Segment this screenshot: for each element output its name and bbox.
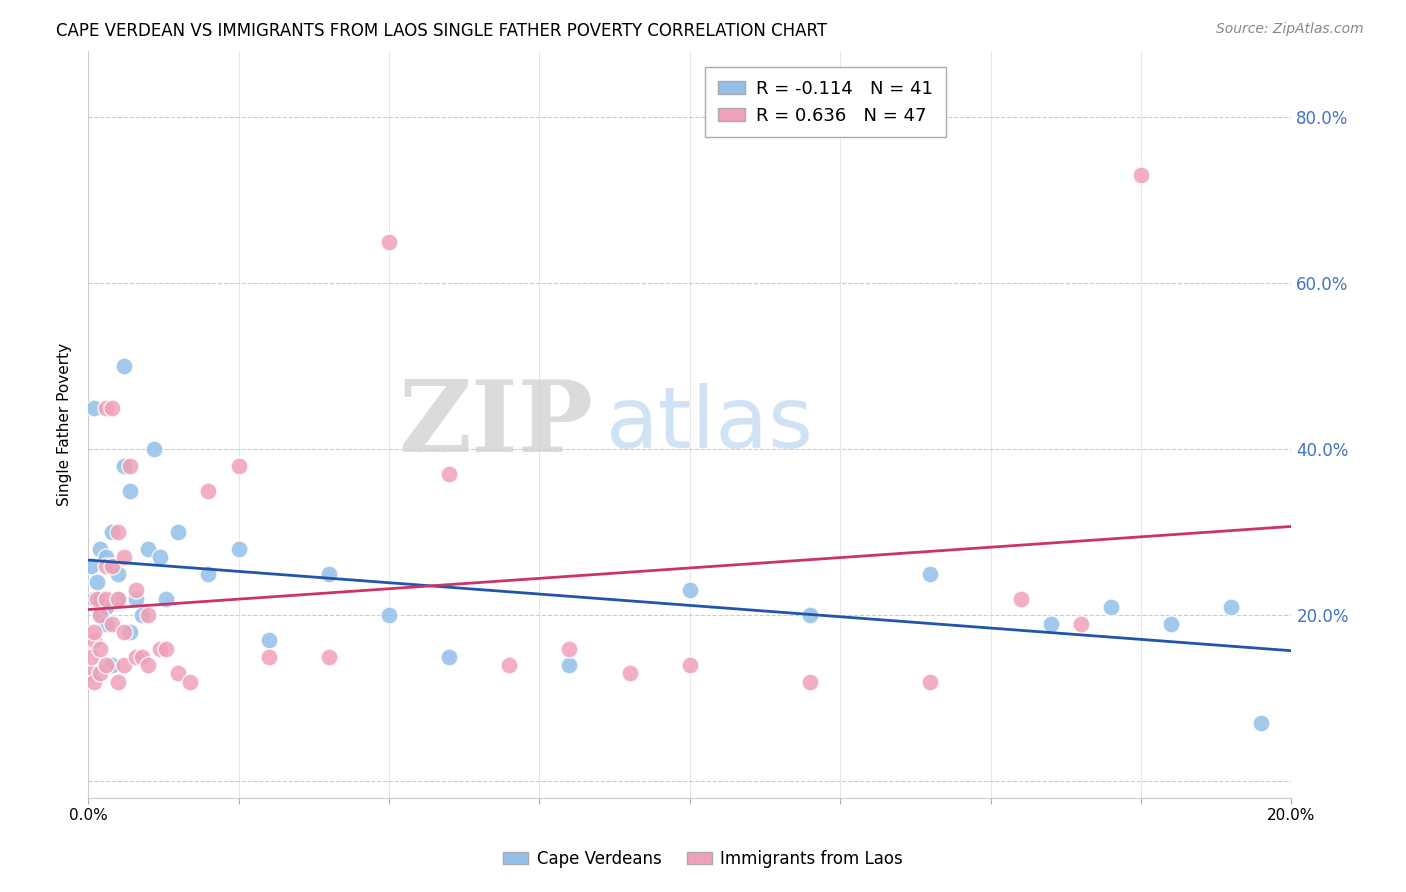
Point bbox=[112, 458, 135, 473]
Point bbox=[83, 624, 105, 639]
Point bbox=[96, 550, 118, 565]
Point bbox=[179, 674, 201, 689]
Point bbox=[86, 591, 108, 606]
Point bbox=[437, 649, 460, 664]
Point bbox=[318, 649, 340, 664]
Point bbox=[89, 666, 111, 681]
Point bbox=[89, 608, 111, 623]
Point bbox=[101, 616, 124, 631]
Point bbox=[112, 550, 135, 565]
Text: ZIP: ZIP bbox=[399, 376, 593, 473]
Point bbox=[257, 649, 280, 664]
Point bbox=[79, 666, 101, 681]
Point bbox=[167, 666, 190, 681]
Point bbox=[83, 674, 105, 689]
Point bbox=[80, 558, 103, 573]
Point bbox=[101, 558, 124, 573]
Point bbox=[679, 583, 702, 598]
Point bbox=[96, 600, 118, 615]
Point bbox=[120, 483, 142, 498]
Point bbox=[89, 641, 111, 656]
Point bbox=[498, 658, 520, 673]
Point bbox=[96, 616, 118, 631]
Point bbox=[920, 674, 942, 689]
Point bbox=[125, 649, 148, 664]
Point bbox=[80, 649, 103, 664]
Text: CAPE VERDEAN VS IMMIGRANTS FROM LAOS SINGLE FATHER POVERTY CORRELATION CHART: CAPE VERDEAN VS IMMIGRANTS FROM LAOS SIN… bbox=[56, 22, 827, 40]
Point bbox=[96, 558, 118, 573]
Point bbox=[89, 591, 111, 606]
Point bbox=[1160, 616, 1182, 631]
Point bbox=[101, 558, 124, 573]
Point bbox=[228, 541, 250, 556]
Point bbox=[112, 658, 135, 673]
Point bbox=[1099, 600, 1122, 615]
Point bbox=[197, 566, 219, 581]
Point bbox=[86, 575, 108, 590]
Point bbox=[101, 658, 124, 673]
Point bbox=[799, 674, 821, 689]
Point bbox=[167, 525, 190, 540]
Point bbox=[378, 235, 401, 249]
Point bbox=[120, 458, 142, 473]
Point bbox=[136, 608, 159, 623]
Point bbox=[125, 583, 148, 598]
Y-axis label: Single Father Poverty: Single Father Poverty bbox=[58, 343, 72, 506]
Point bbox=[143, 442, 166, 457]
Point bbox=[1250, 716, 1272, 731]
Point bbox=[197, 483, 219, 498]
Text: atlas: atlas bbox=[606, 383, 814, 466]
Point bbox=[920, 566, 942, 581]
Legend: Cape Verdeans, Immigrants from Laos: Cape Verdeans, Immigrants from Laos bbox=[496, 844, 910, 875]
Point bbox=[619, 666, 641, 681]
Legend: R = -0.114   N = 41, R = 0.636   N = 47: R = -0.114 N = 41, R = 0.636 N = 47 bbox=[706, 67, 945, 137]
Text: Source: ZipAtlas.com: Source: ZipAtlas.com bbox=[1216, 22, 1364, 37]
Point bbox=[136, 658, 159, 673]
Point bbox=[107, 566, 129, 581]
Point bbox=[120, 624, 142, 639]
Point bbox=[83, 633, 105, 648]
Point bbox=[131, 608, 153, 623]
Point bbox=[1130, 168, 1153, 182]
Point bbox=[83, 401, 105, 415]
Point bbox=[107, 591, 129, 606]
Point bbox=[96, 658, 118, 673]
Point bbox=[89, 541, 111, 556]
Point bbox=[558, 658, 581, 673]
Point bbox=[107, 674, 129, 689]
Point bbox=[437, 467, 460, 482]
Point bbox=[679, 658, 702, 673]
Point bbox=[136, 541, 159, 556]
Point bbox=[558, 641, 581, 656]
Point bbox=[1010, 591, 1032, 606]
Point bbox=[83, 591, 105, 606]
Point bbox=[107, 591, 129, 606]
Point bbox=[257, 633, 280, 648]
Point bbox=[378, 608, 401, 623]
Point bbox=[155, 591, 177, 606]
Point bbox=[799, 608, 821, 623]
Point bbox=[101, 401, 124, 415]
Point bbox=[112, 359, 135, 374]
Point bbox=[149, 641, 172, 656]
Point bbox=[101, 525, 124, 540]
Point bbox=[1039, 616, 1062, 631]
Point bbox=[125, 591, 148, 606]
Point bbox=[228, 458, 250, 473]
Point bbox=[96, 401, 118, 415]
Point bbox=[1070, 616, 1092, 631]
Point bbox=[131, 649, 153, 664]
Point bbox=[155, 641, 177, 656]
Point bbox=[112, 624, 135, 639]
Point bbox=[1220, 600, 1243, 615]
Point bbox=[149, 550, 172, 565]
Point bbox=[318, 566, 340, 581]
Point bbox=[107, 525, 129, 540]
Point bbox=[89, 608, 111, 623]
Point bbox=[96, 591, 118, 606]
